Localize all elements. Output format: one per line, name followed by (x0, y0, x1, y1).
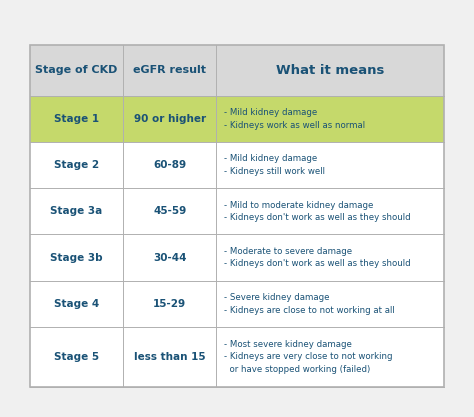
Bar (30, 142, 444, 188)
Bar (30, 281, 444, 327)
Text: 60-89: 60-89 (153, 160, 186, 170)
Text: Stage 1: Stage 1 (54, 114, 99, 124)
Bar (30, 234, 444, 281)
Text: Stage 5: Stage 5 (54, 352, 99, 362)
Text: 15-29: 15-29 (153, 299, 186, 309)
Bar (30, 327, 444, 387)
Text: Stage 4: Stage 4 (54, 299, 99, 309)
Text: eGFR result: eGFR result (133, 65, 206, 75)
Text: Stage of CKD: Stage of CKD (36, 65, 118, 75)
Text: 45-59: 45-59 (153, 206, 186, 216)
Bar (30, 188, 444, 234)
Text: - Severe kidney damage
- Kidneys are close to not working at all: - Severe kidney damage - Kidneys are clo… (224, 293, 395, 314)
Text: less than 15: less than 15 (134, 352, 206, 362)
Text: Stage 3a: Stage 3a (50, 206, 103, 216)
Bar (30, 96, 444, 142)
Text: - Most severe kidney damage
- Kidneys are very close to not working
  or have st: - Most severe kidney damage - Kidneys ar… (224, 340, 393, 374)
Bar (30, 45, 444, 96)
Text: - Mild kidney damage
- Kidneys work as well as normal: - Mild kidney damage - Kidneys work as w… (224, 108, 365, 130)
Text: - Mild kidney damage
- Kidneys still work well: - Mild kidney damage - Kidneys still wor… (224, 154, 325, 176)
Text: - Moderate to severe damage
- Kidneys don't work as well as they should: - Moderate to severe damage - Kidneys do… (224, 247, 411, 269)
Text: - Mild to moderate kidney damage
- Kidneys don't work as well as they should: - Mild to moderate kidney damage - Kidne… (224, 201, 411, 222)
Text: Stage 2: Stage 2 (54, 160, 99, 170)
Bar (30, 45, 444, 387)
Text: 90 or higher: 90 or higher (134, 114, 206, 124)
Text: 30-44: 30-44 (153, 253, 186, 263)
Bar (30, 45, 444, 387)
Text: What it means: What it means (276, 64, 384, 77)
Text: Stage 3b: Stage 3b (50, 253, 103, 263)
